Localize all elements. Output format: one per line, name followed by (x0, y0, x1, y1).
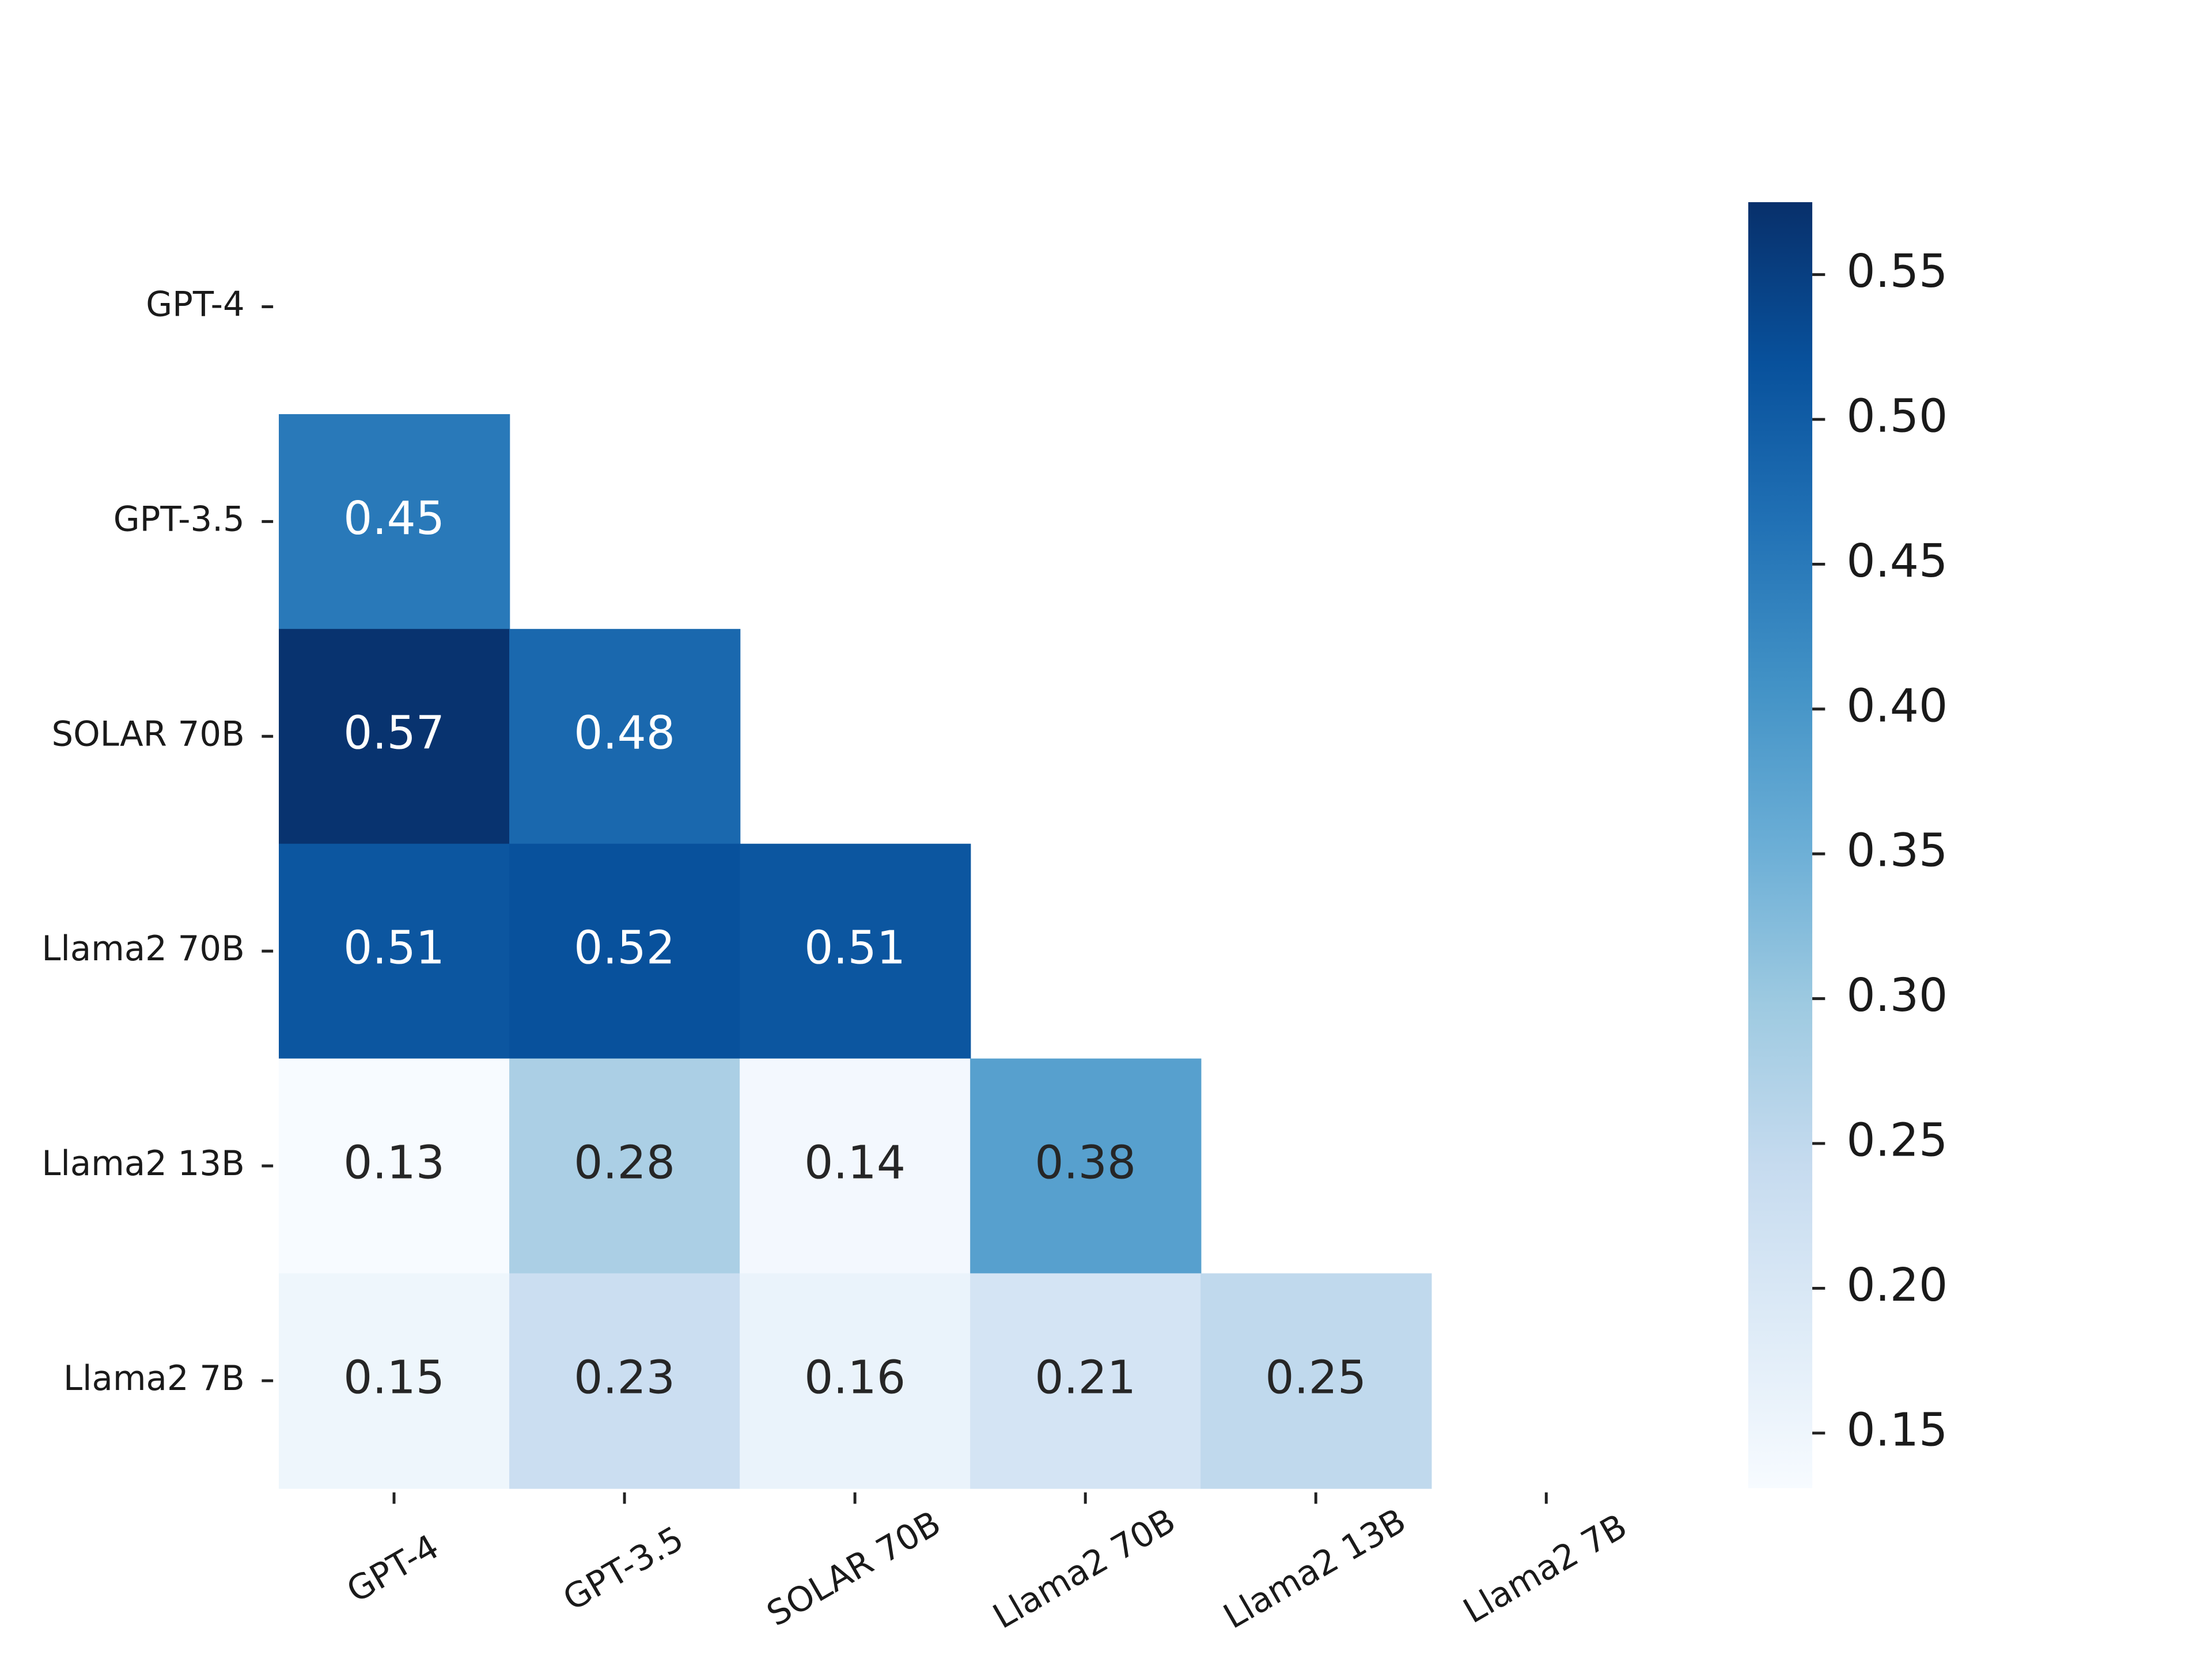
heatmap-cell (509, 1273, 741, 1489)
heatmap-cell (740, 843, 971, 1059)
heatmap-cell (279, 843, 510, 1059)
x-tick-label: GPT-3.5 (556, 1518, 690, 1619)
cell-label: 0.16 (804, 1351, 906, 1404)
colorbar-tick-label: 0.25 (1846, 1114, 1948, 1167)
heatmap-cell (279, 414, 510, 630)
x-tick-label: Llama2 7B (1457, 1506, 1634, 1631)
x-tick-label: Llama2 13B (1217, 1501, 1412, 1637)
heatmap-cell (509, 628, 741, 844)
x-tick-label: GPT-4 (340, 1527, 445, 1610)
cell-label: 0.48 (574, 707, 675, 760)
cell-label: 0.38 (1035, 1137, 1136, 1190)
cell-label: 0.23 (574, 1351, 675, 1404)
cell-label: 0.14 (804, 1137, 906, 1190)
cell-label: 0.25 (1265, 1351, 1366, 1404)
colorbar-tick-label: 0.50 (1846, 390, 1948, 443)
colorbar-tick-label: 0.15 (1846, 1403, 1948, 1456)
heatmap-cell (279, 1058, 510, 1274)
cell-label: 0.45 (343, 492, 445, 545)
y-tick-label: GPT-4 (146, 285, 244, 324)
cell-label: 0.57 (343, 707, 445, 760)
y-tick-label: GPT-3.5 (113, 499, 245, 539)
heatmap-cell (970, 1273, 1202, 1489)
y-tick-label: SOLAR 70B (52, 714, 245, 753)
heatmap-cell (509, 843, 741, 1059)
heatmap-cell (279, 1273, 510, 1489)
x-tick-label: SOLAR 70B (760, 1503, 948, 1634)
heatmap-cell (279, 628, 510, 844)
colorbar-tick-label: 0.30 (1846, 969, 1948, 1022)
cell-label: 0.13 (343, 1137, 445, 1190)
colorbar-tick-label: 0.45 (1846, 535, 1948, 588)
colorbar-tick-label: 0.40 (1846, 679, 1948, 732)
cell-label: 0.52 (574, 922, 675, 975)
cell-label: 0.51 (804, 922, 906, 975)
cell-label: 0.28 (574, 1137, 675, 1190)
y-tick-label: Llama2 13B (41, 1143, 244, 1183)
cell-label: 0.51 (343, 922, 445, 975)
colorbar-tick-label: 0.55 (1846, 245, 1948, 298)
colorbar-tick-label: 0.20 (1846, 1259, 1948, 1312)
heatmap-cell (740, 1058, 971, 1274)
cell-label: 0.15 (343, 1351, 445, 1404)
cell-label: 0.21 (1035, 1351, 1136, 1404)
heatmap-cell (1200, 1273, 1432, 1489)
colorbar-tick-label: 0.35 (1846, 824, 1948, 877)
heatmap-cell (509, 1058, 741, 1274)
y-tick-label: Llama2 7B (63, 1358, 245, 1398)
x-tick-label: Llama2 70B (986, 1501, 1182, 1637)
heatmap-cell (970, 1058, 1202, 1274)
colorbar (1748, 202, 1813, 1488)
y-tick-label: Llama2 70B (41, 929, 244, 968)
heatmap-cell (740, 1273, 971, 1489)
